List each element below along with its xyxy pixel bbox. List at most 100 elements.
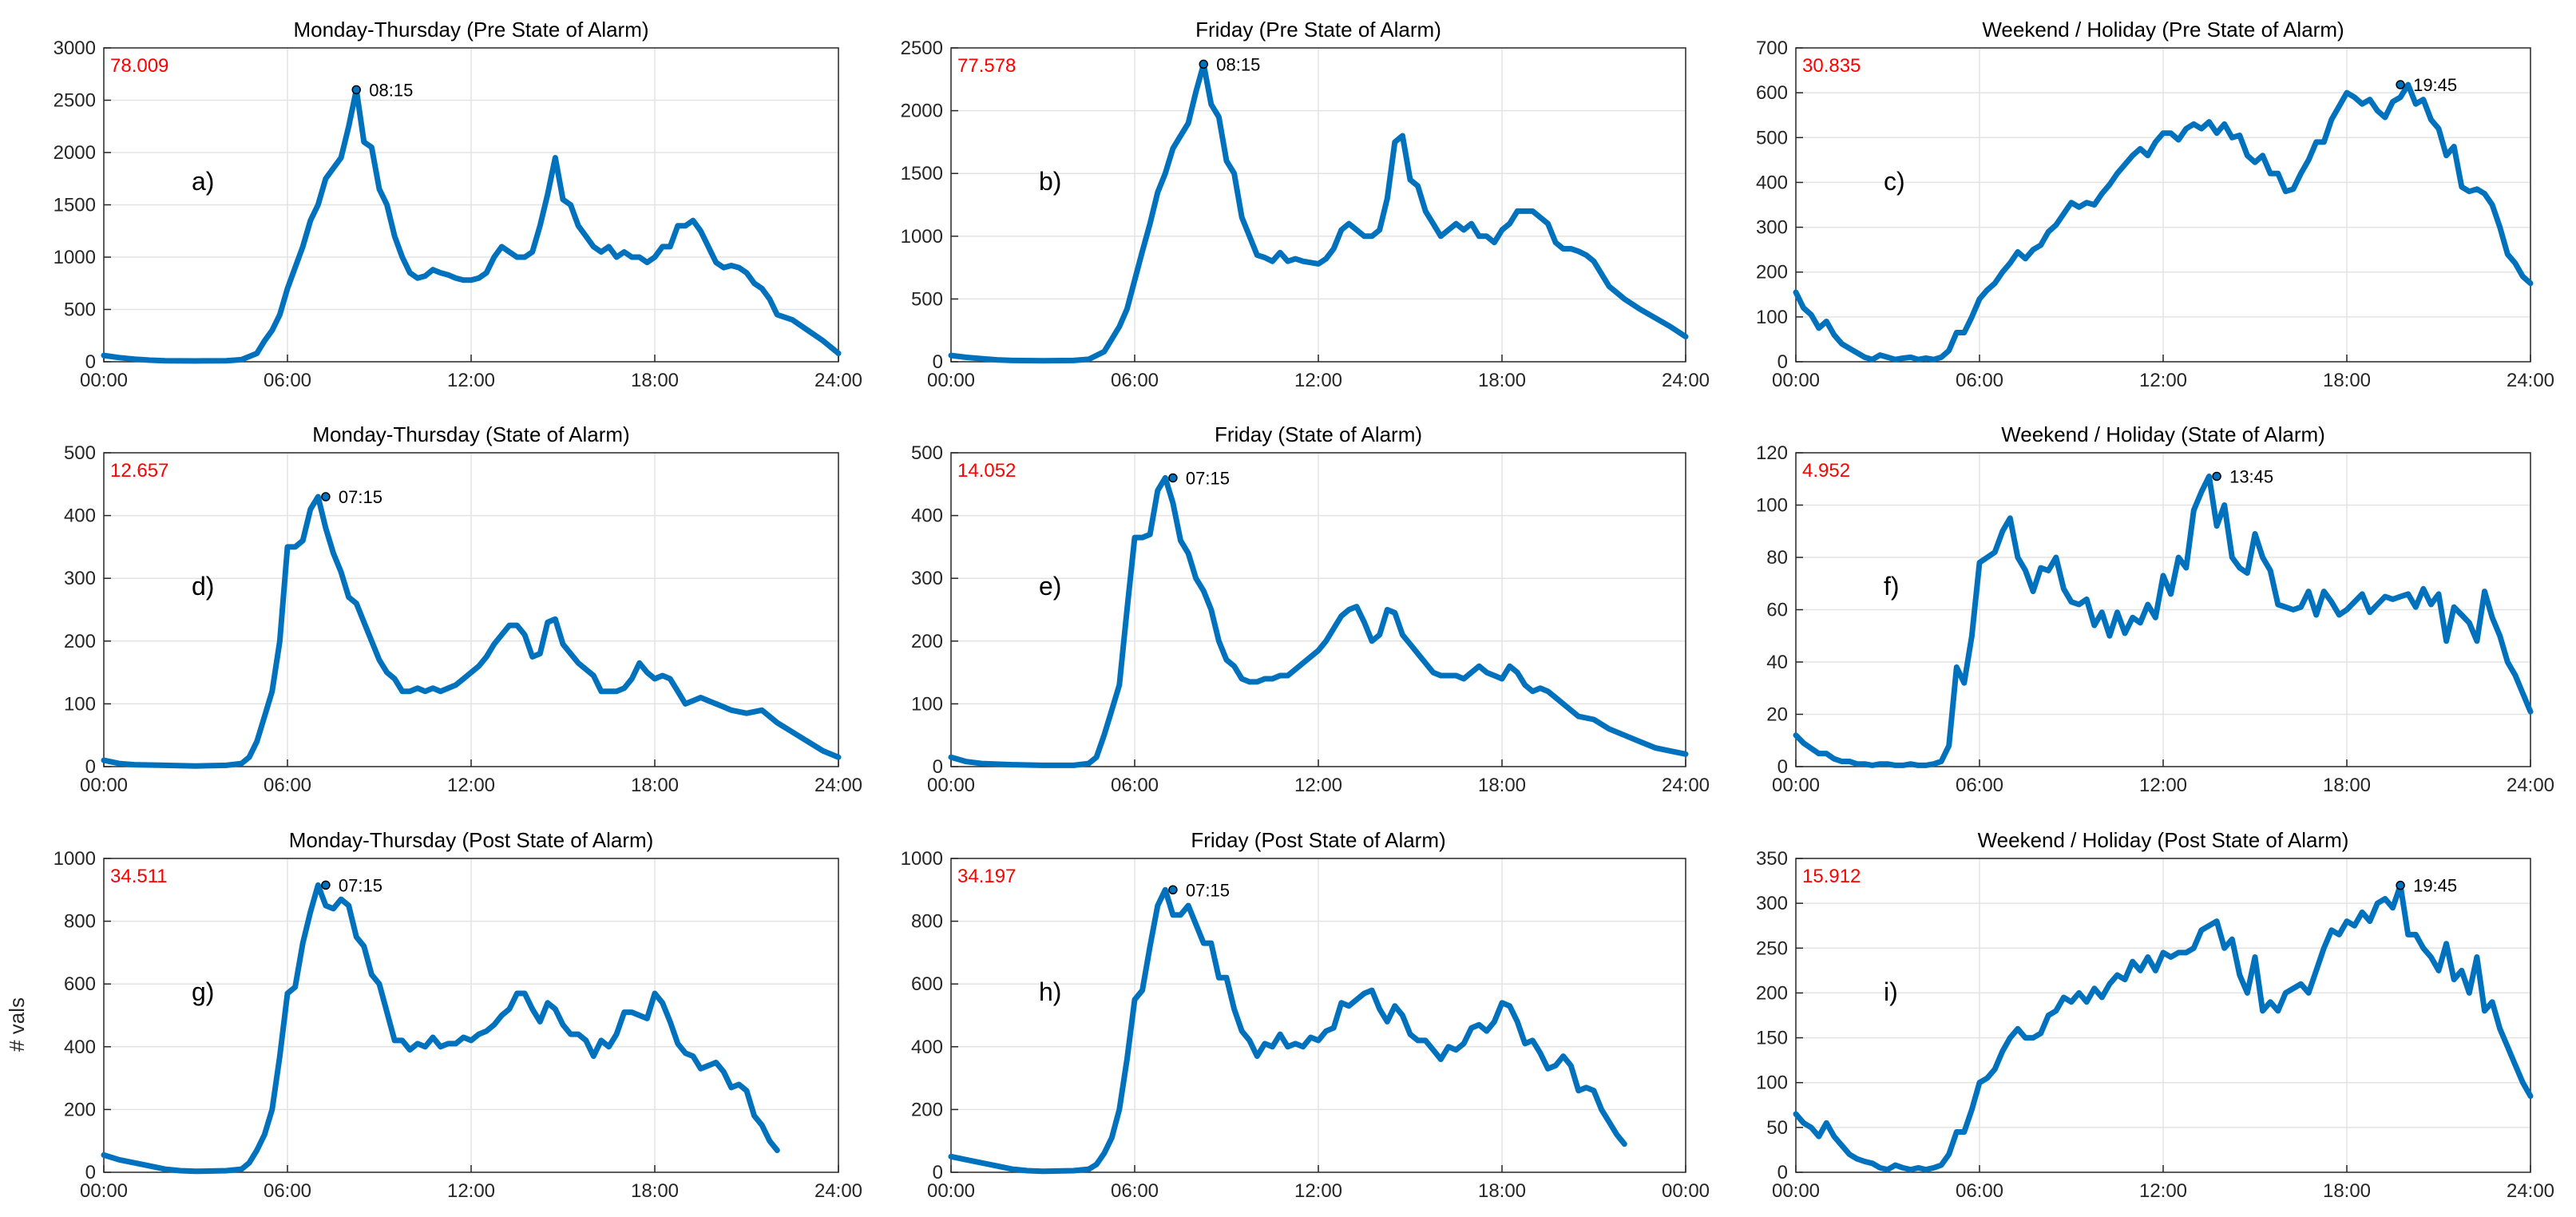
peak-label: 08:15	[1216, 54, 1260, 74]
peak-marker	[351, 85, 361, 95]
y-tick-label: 50	[1766, 1117, 1788, 1139]
axes-box	[1795, 858, 2531, 1173]
series-line	[948, 474, 1689, 768]
panel-f: 00:00 06:00 12:00 18:00 24:00 0 20 40 60 80 100 120…	[1756, 422, 2554, 796]
x-tick-label: 12:00	[447, 370, 495, 391]
y-tick-label: 200	[64, 631, 96, 652]
x-tick-label: 06:00	[264, 1180, 311, 1202]
peak-marker	[1168, 885, 1178, 895]
series-line	[1793, 474, 2534, 768]
y-tick-label: 150	[1756, 1028, 1788, 1049]
y-tick-label: 800	[911, 911, 943, 933]
x-tick-label: 12:00	[2139, 1180, 2187, 1202]
y-tick-label: 200	[911, 631, 943, 652]
panel-e: 00:00 06:00 12:00 18:00 24:00 0 100 200 300 400 50…	[911, 422, 1710, 796]
y-tick-label: 300	[64, 568, 96, 589]
y-tick-label: 600	[64, 973, 96, 995]
x-tick-label: 24:00	[2507, 370, 2554, 391]
y-tick-label: 0	[85, 756, 96, 778]
max-value-text: 14.052	[957, 460, 1016, 482]
y-tick-label: 500	[911, 442, 943, 464]
series-line	[948, 886, 1627, 1175]
y-tick-label: 300	[1756, 893, 1788, 914]
y-tick-label: 100	[1756, 495, 1788, 517]
y-tick-label: 1500	[54, 195, 96, 216]
peak-marker	[2212, 471, 2221, 482]
max-value-text: 34.511	[110, 866, 168, 887]
series-line	[101, 86, 842, 364]
y-tick-label: 80	[1766, 547, 1788, 569]
chart-title: Weekend / Holiday (State of Alarm)	[2001, 422, 2325, 446]
x-tick-label: 00:00	[927, 1180, 975, 1202]
y-tick-label: 100	[1756, 307, 1788, 328]
x-tick-label: 18:00	[631, 775, 679, 796]
x-tick-label: 12:00	[447, 775, 495, 796]
panel-label: h)	[1039, 977, 1061, 1006]
x-tick-label: 12:00	[2139, 775, 2187, 796]
y-tick-label: 100	[1756, 1072, 1788, 1094]
x-tick-label: 00:00	[1772, 1180, 1820, 1202]
chart-title: Friday (Pre State of Alarm)	[1195, 18, 1441, 42]
x-tick-label: 12:00	[1294, 370, 1342, 391]
panel-label: c)	[1884, 167, 1905, 196]
panel-a: 00:00 06:00 12:00 18:00 24:00 0 500 1000 1500 200…	[54, 18, 862, 391]
x-tick-label: 00:00	[80, 775, 128, 796]
panel-h: 00:00 06:00 12:00 18:00 00:00020040060080010…	[901, 828, 1710, 1202]
y-tick-label: 200	[1756, 262, 1788, 283]
y-tick-label: 0	[933, 351, 943, 373]
series-line	[101, 494, 842, 769]
max-value-text: 30.835	[1802, 55, 1861, 77]
chart-title: Monday-Thursday (Post State of Alarm)	[289, 828, 654, 852]
max-value-text: 12.657	[110, 460, 168, 482]
y-tick-label: 350	[1756, 848, 1788, 870]
y-tick-label: 200	[1756, 982, 1788, 1004]
y-tick-label: 300	[911, 568, 943, 589]
peak-label: 07:15	[339, 875, 382, 895]
axes-box	[950, 452, 1686, 767]
y-tick-label: 0	[933, 1162, 943, 1183]
y-tick-label: 120	[1756, 442, 1788, 464]
y-tick-label: 100	[911, 693, 943, 715]
y-tick-label: 300	[1756, 217, 1788, 239]
x-tick-label: 06:00	[1111, 370, 1159, 391]
y-tick-label: 3000	[54, 38, 96, 59]
y-tick-label: 0	[85, 1162, 96, 1183]
y-tick-label: 400	[911, 1037, 943, 1058]
y-tick-label: 700	[1756, 38, 1788, 59]
axes-box	[103, 452, 839, 767]
y-tick-label: 600	[911, 973, 943, 995]
series-line	[1793, 81, 2534, 363]
y-tick-label: 2500	[54, 90, 96, 112]
axes-box	[1795, 452, 2531, 767]
peak-marker	[1168, 473, 1178, 483]
y-tick-label: 200	[64, 1099, 96, 1120]
series-line	[1793, 882, 2534, 1173]
peak-marker	[321, 880, 331, 890]
y-tick-label: 2000	[901, 101, 943, 122]
x-tick-label: 24:00	[814, 370, 862, 391]
panel-g: 00:00 06:00 12:00 18:00 24:00 0 200 400 600 800 10…	[54, 828, 862, 1202]
peak-marker	[2396, 880, 2405, 890]
panel-c: 00:00 06:00 12:00 18:00 24:00 0 100 200 300 400 50…	[1756, 18, 2554, 391]
y-tick-label: 1000	[901, 226, 943, 248]
y-tick-label: 500	[64, 299, 96, 321]
x-tick-label: 18:00	[2323, 1180, 2371, 1202]
x-tick-label: 18:00	[631, 1180, 679, 1202]
chart-title: Monday-Thursday (State of Alarm)	[312, 422, 629, 446]
x-tick-label: 18:00	[1478, 775, 1526, 796]
x-tick-label: 06:00	[1111, 1180, 1159, 1202]
x-tick-label: 18:00	[1478, 370, 1526, 391]
panel-label: b)	[1039, 167, 1061, 196]
peak-label: 07:15	[1186, 468, 1230, 488]
x-tick-label: 18:00	[2323, 370, 2371, 391]
x-tick-label: 12:00	[1294, 775, 1342, 796]
axes-box	[103, 858, 839, 1173]
y-tick-label: 500	[1756, 127, 1788, 149]
x-tick-label: 00:00	[80, 370, 128, 391]
x-tick-label: 24:00	[2507, 775, 2554, 796]
peak-label: 07:15	[1186, 880, 1230, 900]
chart-title: Weekend / Holiday (Post State of Alarm)	[1978, 828, 2349, 852]
y-tick-label: 400	[64, 1037, 96, 1058]
max-value-text: 4.952	[1802, 460, 1850, 482]
